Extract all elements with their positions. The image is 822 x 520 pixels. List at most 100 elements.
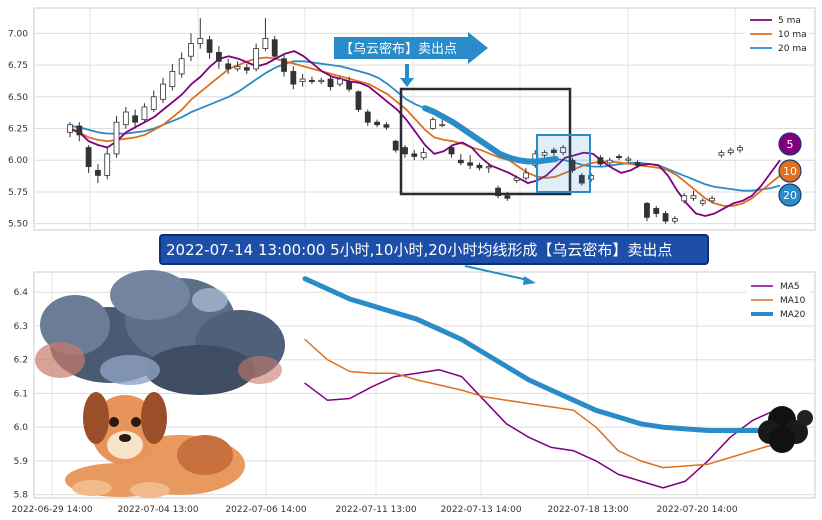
- ma20-highlight: [422, 105, 559, 165]
- ma-badges: 5 10 20: [778, 132, 802, 207]
- candle: [383, 122, 390, 130]
- pattern-box-small: [536, 134, 591, 193]
- x-tick-label: 2022-07-11 13:00: [335, 505, 416, 515]
- candle: [281, 53, 287, 77]
- bottom-legend: MA5 MA10 MA20: [746, 278, 810, 324]
- bottom-series: [302, 276, 778, 489]
- ma5-line: [69, 50, 781, 217]
- bottom-y-tick-label: 6.0: [14, 423, 29, 433]
- top-legend: 5 ma 10 ma 20 ma: [745, 12, 809, 58]
- candle: [318, 77, 325, 85]
- bottom-y-tick-labels: 5.8 5.9 6.0 6.1 6.2 6.3 6.4: [14, 288, 29, 500]
- candle: [327, 76, 334, 91]
- top-y-tick-label: 6.00: [8, 156, 28, 166]
- candle: [606, 157, 613, 166]
- candle: [439, 119, 446, 128]
- candle: [597, 155, 604, 167]
- candle: [457, 153, 464, 166]
- ma-badge: 20: [778, 183, 802, 207]
- bottom-legend-label: MA5: [780, 282, 800, 292]
- ma-badge-label: 20: [783, 189, 797, 202]
- candle: [681, 193, 688, 204]
- bottom-y-tick-label: 5.8: [14, 491, 29, 501]
- dog-illustration: [65, 392, 245, 498]
- banner-text: 2022-07-14 13:00:00 5小时,10小时,20小时均线形成【乌云…: [166, 241, 672, 259]
- ma-badge-label: 10: [783, 165, 797, 178]
- candle: [476, 162, 483, 171]
- signal-banner: 2022-07-14 13:00:00 5小时,10小时,20小时均线形成【乌云…: [159, 234, 709, 285]
- sell-point-callout: 【乌云密布】卖出点: [334, 32, 488, 87]
- candle: [253, 43, 260, 72]
- top-legend-label: 20 ma: [778, 44, 807, 54]
- top-y-tick-label: 6.50: [8, 93, 28, 103]
- candle: [234, 61, 241, 72]
- bottom-ma5-line: [304, 369, 776, 489]
- top-y-tick-label: 5.75: [8, 188, 28, 198]
- candle: [411, 150, 418, 161]
- candle: [169, 63, 176, 91]
- candle: [718, 150, 725, 158]
- candle: [346, 76, 353, 92]
- candle: [560, 145, 567, 156]
- top-y-tick-label: 6.75: [8, 61, 28, 71]
- top-y-tick-label: 6.25: [8, 125, 28, 135]
- bottom-legend-label: MA20: [780, 310, 806, 320]
- top-ma5-series: [69, 50, 781, 217]
- bottom-y-tick-label: 5.9: [14, 457, 29, 467]
- top-y-tick-label: 7.00: [8, 29, 28, 39]
- x-tick-label: 2022-07-06 14:00: [225, 505, 306, 515]
- candle: [727, 147, 734, 156]
- candle: [709, 195, 715, 204]
- candle: [495, 185, 501, 199]
- x-tick-label: 2022-06-29 14:00: [11, 505, 92, 515]
- candle: [290, 66, 297, 90]
- top-legend-label: 10 ma: [778, 30, 807, 40]
- candle: [671, 216, 678, 224]
- candle: [430, 117, 436, 130]
- candle: [699, 198, 706, 206]
- x-tick-labels: 2022-06-29 14:00 2022-07-04 13:00 2022-07-…: [11, 505, 737, 515]
- bottom-y-tick-label: 6.1: [14, 389, 28, 399]
- candle: [215, 46, 222, 69]
- candle: [206, 35, 213, 59]
- candle: [122, 106, 129, 129]
- candle: [160, 77, 166, 104]
- candle: [690, 190, 697, 201]
- pattern-box-large: [399, 87, 572, 196]
- candle: [402, 145, 408, 158]
- candle: [67, 122, 73, 138]
- candle: [76, 122, 83, 142]
- banner-pointer-arrowhead: [523, 276, 536, 285]
- callout-label: 【乌云密布】卖出点: [340, 41, 457, 57]
- bottom-ma10-line: [304, 338, 776, 469]
- candle: [243, 63, 250, 74]
- candle: [336, 76, 343, 87]
- candle: [634, 160, 641, 168]
- candle: [653, 205, 660, 218]
- candle: [485, 164, 492, 173]
- candle: [299, 73, 306, 87]
- bottom-y-tick-label: 6.4: [14, 288, 29, 298]
- banner-box: [159, 234, 709, 265]
- candle: [271, 35, 278, 59]
- top-legend-label: 5 ma: [778, 16, 801, 26]
- bottom-ma20-line: [302, 276, 778, 433]
- candle: [225, 58, 232, 74]
- callout-arrow-shape: [334, 32, 488, 64]
- candle: [513, 175, 520, 184]
- bottom-y-tick-label: 6.3: [14, 322, 28, 332]
- candle: [262, 18, 269, 52]
- callout-down-arrow: [400, 64, 414, 87]
- candles: [67, 18, 743, 224]
- ma-badge-label: 5: [787, 138, 794, 151]
- candle: [132, 109, 139, 129]
- candle: [355, 90, 362, 113]
- candle: [420, 147, 427, 161]
- candle: [188, 33, 194, 62]
- candle: [625, 156, 632, 163]
- x-tick-label: 2022-07-04 13:00: [117, 505, 198, 515]
- candle: [178, 52, 185, 78]
- candle: [467, 155, 474, 170]
- candle: [113, 115, 120, 158]
